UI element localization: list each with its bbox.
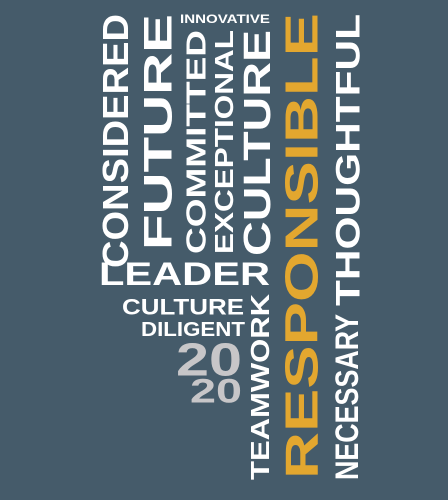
word-necessary: NECESSARY [329,314,365,480]
word-leader: LEADER [99,256,270,292]
word-considered: CONSIDERED [95,13,137,268]
word-exceptional: EXCEPTIONAL [209,29,239,254]
word-thoughtful: THOUGHTFUL [328,14,368,307]
word-future: FUTURE [135,13,181,250]
word-responsible: RESPONSIBLE [276,13,328,479]
word-committed: COMMITTED [180,30,212,254]
word-diligent: DILIGENT [141,317,245,341]
word-year-top: 20 [176,334,242,386]
word-culture-vertical: CULTURE [235,29,279,256]
word-culture-horizontal: CULTURE [122,294,244,320]
word-teamwork: TEAMWORK [245,294,275,480]
word-year-bottom: 20 [190,371,242,411]
word-innovative: INNOVATIVE [180,12,270,26]
